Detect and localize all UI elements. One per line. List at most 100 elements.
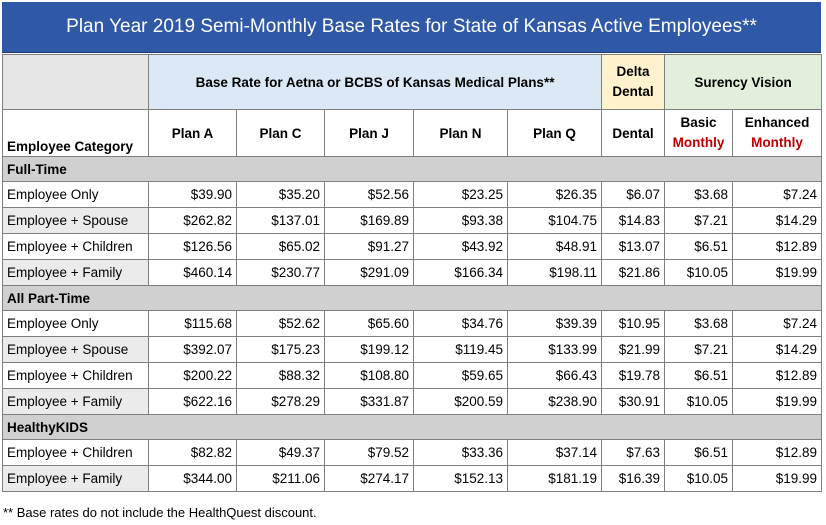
rate-cell: $10.05 — [664, 388, 734, 415]
basic-header-line1: Basic — [680, 115, 717, 130]
rate-cell: $392.07 — [148, 336, 237, 363]
employee-category-cell: Employee + Family — [2, 388, 149, 415]
employee-category-cell: Employee Only — [2, 181, 149, 208]
rate-cell: $622.16 — [148, 388, 237, 415]
rate-cell: $126.56 — [148, 233, 237, 260]
rate-cell: $104.75 — [506, 207, 603, 234]
rate-cell: $108.80 — [324, 362, 414, 389]
rate-cell: $278.29 — [236, 388, 325, 415]
rate-cell: $34.76 — [413, 310, 508, 337]
footnote: ** Base rates do not include the HealthQ… — [3, 505, 317, 520]
rate-cell: $14.29 — [732, 336, 823, 363]
table-row: Employee + Children $126.56 $65.02 $91.27 $4… — [2, 233, 823, 260]
plan-n-header: Plan N — [413, 109, 508, 157]
rate-cell: $35.20 — [236, 181, 325, 208]
rate-cell: $39.90 — [148, 181, 237, 208]
plan-q-header: Plan Q — [506, 109, 603, 157]
rate-cell: $19.99 — [732, 259, 823, 286]
basic-monthly-header: Basic Monthly — [664, 109, 734, 157]
rate-cell: $19.99 — [732, 465, 823, 492]
rate-cell: $14.83 — [601, 207, 666, 234]
rate-cell: $7.21 — [664, 207, 734, 234]
table-row: Employee + Family $622.16 $278.29 $331.87 $2… — [2, 388, 823, 415]
rate-cell: $19.78 — [601, 362, 666, 389]
rate-cell: $13.07 — [601, 233, 666, 260]
plan-c-header: Plan C — [236, 109, 325, 157]
rate-cell: $7.63 — [601, 439, 666, 466]
rate-cell: $3.68 — [664, 310, 734, 337]
rates-table: Base Rate for Aetna or BCBS of Kansas Me… — [1, 54, 823, 492]
plan-a-header: Plan A — [148, 109, 237, 157]
section-label: HealthyKIDS — [1, 414, 823, 440]
rate-cell: $12.89 — [732, 362, 823, 389]
rate-cell: $291.09 — [324, 259, 414, 286]
employee-category-cell: Employee + Children — [2, 362, 149, 389]
rate-cell: $12.89 — [732, 439, 823, 466]
employee-category-cell: Employee + Children — [2, 233, 149, 260]
rate-cell: $43.92 — [413, 233, 508, 260]
rate-cell: $23.25 — [413, 181, 508, 208]
table-row: Employee + Children $200.22 $88.32 $108.80 $… — [2, 362, 823, 389]
enhanced-header-line2: Monthly — [751, 135, 803, 150]
medical-plans-group-header: Base Rate for Aetna or BCBS of Kansas Me… — [147, 54, 603, 110]
delta-dental-group-header: Delta Dental — [601, 54, 666, 110]
rate-cell: $181.19 — [506, 465, 603, 492]
section-row: Full-Time — [1, 156, 823, 182]
rate-cell: $52.62 — [236, 310, 325, 337]
rate-cell: $198.11 — [506, 259, 603, 286]
rate-cell: $37.14 — [506, 439, 603, 466]
rate-cell: $7.21 — [664, 336, 734, 363]
rate-cell: $10.05 — [664, 465, 734, 492]
rate-cell: $33.36 — [413, 439, 508, 466]
rates-table-body: Full-Time Employee Only $39.90 $35.20 $52.56… — [1, 156, 823, 492]
employee-category-cell: Employee Only — [2, 310, 149, 337]
rate-cell: $6.51 — [664, 233, 734, 260]
rate-cell: $137.01 — [236, 207, 325, 234]
rate-cell: $200.22 — [148, 362, 237, 389]
employee-category-header: Employee Category — [2, 109, 149, 157]
table-row: Employee + Spouse $262.82 $137.01 $169.89 $9… — [2, 207, 823, 234]
rate-cell: $6.07 — [601, 181, 666, 208]
employee-category-cell: Employee + Spouse — [2, 207, 149, 234]
enhanced-monthly-header: Enhanced Monthly — [732, 109, 823, 157]
rate-cell: $48.91 — [506, 233, 603, 260]
rate-cell: $331.87 — [324, 388, 414, 415]
dental-group-line2: Dental — [612, 84, 654, 99]
rate-cell: $59.65 — [413, 362, 508, 389]
rate-cell: $65.02 — [236, 233, 325, 260]
rate-cell: $91.27 — [324, 233, 414, 260]
employee-category-cell: Employee + Family — [2, 465, 149, 492]
rate-cell: $169.89 — [324, 207, 414, 234]
surency-vision-group-header: Surency Vision — [664, 54, 823, 110]
table-row: Employee + Children $82.82 $49.37 $79.52 $33… — [2, 439, 823, 466]
rate-cell: $65.60 — [324, 310, 414, 337]
plan-j-header: Plan J — [324, 109, 414, 157]
employee-category-cell: Employee + Family — [2, 259, 149, 286]
rate-cell: $16.39 — [601, 465, 666, 492]
rate-cell: $133.99 — [506, 336, 603, 363]
rate-cell: $21.99 — [601, 336, 666, 363]
rate-cell: $52.56 — [324, 181, 414, 208]
rate-cell: $14.29 — [732, 207, 823, 234]
enhanced-header-line1: Enhanced — [744, 115, 810, 130]
rate-cell: $66.43 — [506, 362, 603, 389]
rate-cell: $115.68 — [148, 310, 237, 337]
rate-cell: $238.90 — [506, 388, 603, 415]
employee-category-cell: Employee + Children — [2, 439, 149, 466]
rate-cell: $82.82 — [148, 439, 237, 466]
rate-cell: $21.86 — [601, 259, 666, 286]
rate-cell: $88.32 — [236, 362, 325, 389]
rate-cell: $26.35 — [506, 181, 603, 208]
rate-cell: $93.38 — [413, 207, 508, 234]
rate-cell: $152.13 — [413, 465, 508, 492]
rate-cell: $7.24 — [732, 181, 823, 208]
section-row: HealthyKIDS — [1, 414, 823, 440]
rate-cell: $166.34 — [413, 259, 508, 286]
rate-cell: $6.51 — [664, 439, 734, 466]
table-row: Employee + Family $344.00 $211.06 $274.17 $1… — [2, 465, 823, 492]
dental-group-line1: Delta — [616, 64, 650, 79]
rate-cell: $79.52 — [324, 439, 414, 466]
section-label: Full-Time — [1, 156, 823, 182]
rate-cell: $10.05 — [664, 259, 734, 286]
section-label: All Part-Time — [1, 285, 823, 311]
